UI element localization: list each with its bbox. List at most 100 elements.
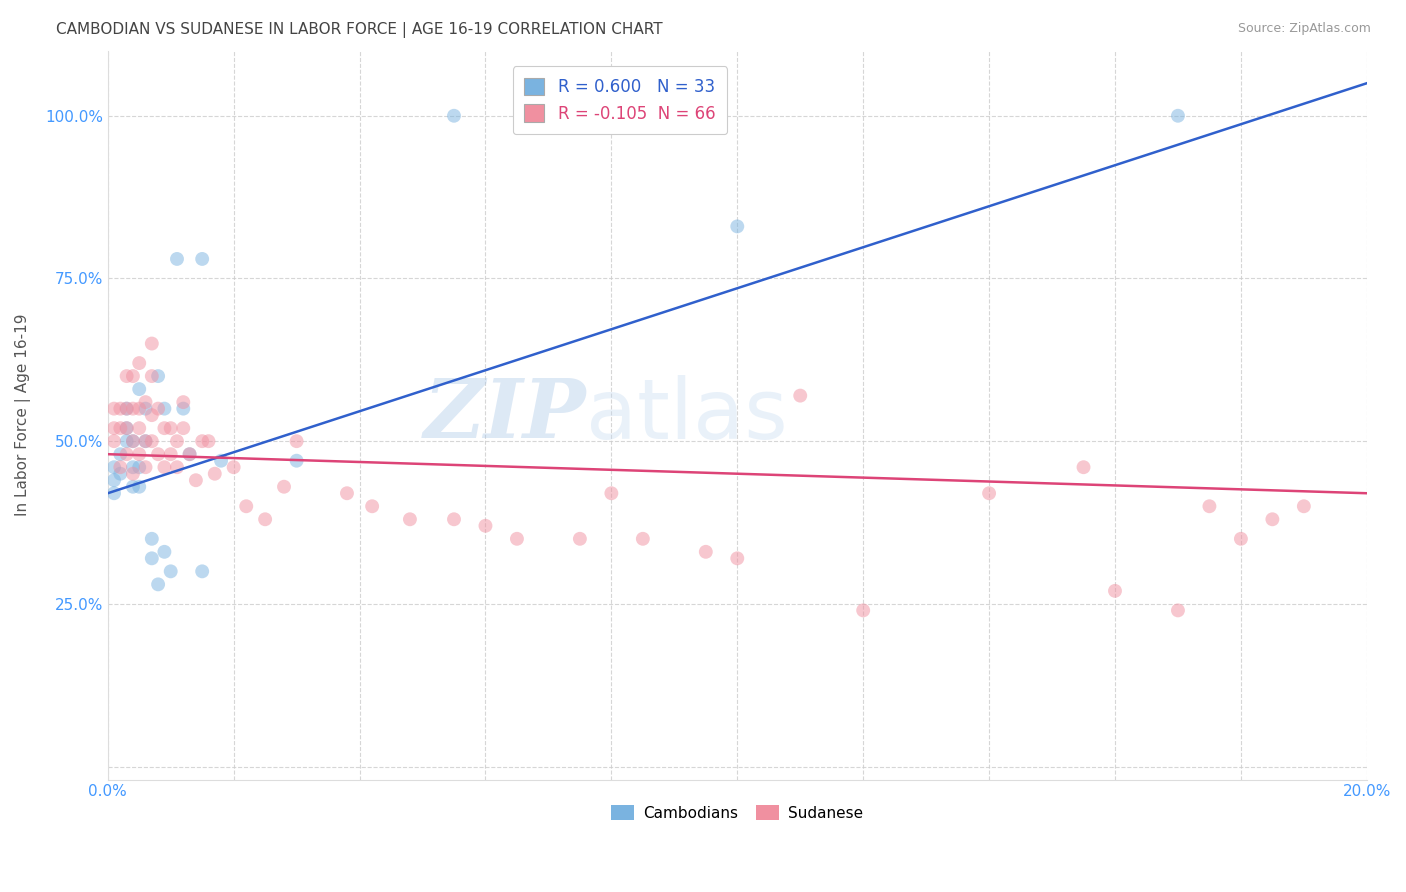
Point	[166, 252, 188, 266]
Point	[115, 401, 138, 416]
Point	[135, 434, 157, 449]
Point	[110, 401, 132, 416]
Point	[122, 460, 145, 475]
Point	[122, 467, 145, 481]
Point	[191, 252, 214, 266]
Point	[506, 532, 529, 546]
Point	[128, 356, 150, 370]
Text: CAMBODIAN VS SUDANESE IN LABOR FORCE | AGE 16-19 CORRELATION CHART: CAMBODIAN VS SUDANESE IN LABOR FORCE | A…	[56, 22, 662, 38]
Point	[191, 565, 214, 579]
Point	[153, 545, 176, 559]
Point	[103, 460, 125, 475]
Point	[103, 434, 125, 449]
Point	[285, 434, 308, 449]
Point	[146, 447, 169, 461]
Point	[146, 577, 169, 591]
Point	[568, 532, 591, 546]
Point	[1261, 512, 1284, 526]
Point	[153, 421, 176, 435]
Point	[128, 401, 150, 416]
Point	[141, 369, 163, 384]
Point	[135, 434, 157, 449]
Point	[1073, 460, 1095, 475]
Point	[172, 401, 194, 416]
Point	[1167, 109, 1189, 123]
Point	[153, 401, 176, 416]
Point	[159, 565, 181, 579]
Point	[128, 480, 150, 494]
Point	[1104, 583, 1126, 598]
Point	[115, 447, 138, 461]
Point	[128, 447, 150, 461]
Point	[103, 421, 125, 435]
Y-axis label: In Labor Force | Age 16-19: In Labor Force | Age 16-19	[15, 314, 31, 516]
Point	[128, 460, 150, 475]
Point	[141, 551, 163, 566]
Point	[725, 219, 748, 234]
Point	[122, 369, 145, 384]
Point	[153, 460, 176, 475]
Point	[166, 434, 188, 449]
Point	[146, 401, 169, 416]
Point	[1230, 532, 1253, 546]
Point	[135, 401, 157, 416]
Point	[977, 486, 1000, 500]
Point	[695, 545, 717, 559]
Point	[285, 453, 308, 467]
Point	[141, 434, 163, 449]
Point	[110, 421, 132, 435]
Legend: Cambodians, Sudanese: Cambodians, Sudanese	[605, 798, 870, 827]
Point	[336, 486, 359, 500]
Point	[115, 369, 138, 384]
Point	[273, 480, 295, 494]
Point	[115, 421, 138, 435]
Point	[197, 434, 219, 449]
Point	[115, 434, 138, 449]
Point	[184, 473, 207, 487]
Text: atlas: atlas	[586, 375, 787, 456]
Point	[172, 395, 194, 409]
Point	[122, 480, 145, 494]
Point	[159, 421, 181, 435]
Point	[725, 551, 748, 566]
Point	[146, 369, 169, 384]
Point	[141, 532, 163, 546]
Point	[159, 447, 181, 461]
Point	[135, 395, 157, 409]
Point	[474, 518, 496, 533]
Point	[110, 460, 132, 475]
Point	[110, 447, 132, 461]
Point	[443, 512, 465, 526]
Point	[122, 401, 145, 416]
Point	[110, 467, 132, 481]
Point	[103, 401, 125, 416]
Point	[235, 500, 257, 514]
Text: Source: ZipAtlas.com: Source: ZipAtlas.com	[1237, 22, 1371, 36]
Point	[122, 434, 145, 449]
Point	[122, 434, 145, 449]
Point	[631, 532, 654, 546]
Point	[789, 389, 811, 403]
Point	[222, 460, 245, 475]
Point	[141, 408, 163, 422]
Point	[115, 401, 138, 416]
Point	[128, 382, 150, 396]
Point	[204, 467, 226, 481]
Point	[399, 512, 422, 526]
Point	[128, 421, 150, 435]
Point	[103, 486, 125, 500]
Point	[179, 447, 201, 461]
Point	[1198, 500, 1220, 514]
Point	[1167, 603, 1189, 617]
Point	[135, 460, 157, 475]
Point	[209, 453, 232, 467]
Point	[600, 486, 623, 500]
Point	[103, 473, 125, 487]
Text: ZIP: ZIP	[423, 376, 586, 455]
Point	[115, 421, 138, 435]
Point	[166, 460, 188, 475]
Point	[852, 603, 875, 617]
Point	[191, 434, 214, 449]
Point	[179, 447, 201, 461]
Point	[172, 421, 194, 435]
